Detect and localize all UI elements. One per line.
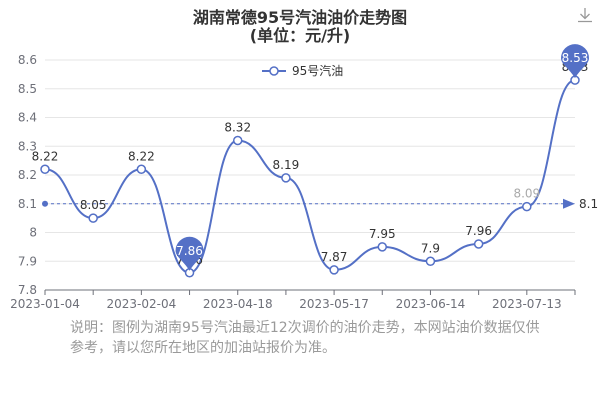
data-label: 8.22 [32,149,59,163]
legend-label: 95号汽油 [292,63,343,78]
chart-note: 说明：图例为湖南95号汽油最近12次调价的油价走势，本网站油价数据仅供参考，请以… [70,320,540,356]
data-point [40,164,50,174]
data-label: 8.09 [513,187,540,201]
series-line [44,79,576,274]
x-tick-label: 2023-06-14 [396,297,466,311]
data-point [329,265,339,275]
max-marker-label: 8.53 [562,51,589,65]
data-point [232,135,243,146]
y-tick-label: 8.2 [18,168,37,182]
data-label: 7.95 [369,227,396,241]
data-point [88,213,98,223]
data-point [136,164,147,174]
y-tick-label: 8.5 [18,82,37,96]
data-label: 7.87 [321,250,348,264]
legend-marker [269,66,279,76]
data-point [281,173,291,183]
data-label: 8.22 [128,149,155,163]
min-marker-label: 7.86 [176,244,203,258]
data-label: 8.32 [224,121,251,135]
x-tick-label: 2023-05-17 [299,297,369,311]
data-label: 7.96 [465,224,492,238]
min-marker [175,236,204,271]
x-tick-label: 2023-04-18 [203,297,273,311]
data-label: 8.05 [80,198,107,212]
y-tick-label: 8.6 [18,53,37,67]
data-point [522,201,532,212]
x-tick-label: 2023-07-13 [492,297,562,311]
max-marker [561,44,589,79]
data-point [425,256,436,266]
data-point [377,242,388,252]
chart-subtitle: (单位：元/升) [249,26,351,45]
data-point [473,239,484,249]
y-tick-label: 8 [29,226,37,240]
y-tick-label: 8.1 [18,197,37,211]
x-tick-label: 2023-01-04 [10,297,80,311]
average-line-arrow [563,198,575,209]
y-tick-label: 8.3 [18,139,37,153]
chart-title: 湖南常德95号汽油油价走势图 [192,8,408,27]
y-tick-label: 8.4 [18,111,37,125]
data-label: 8.19 [273,158,300,172]
y-tick-label: 7.9 [18,254,37,268]
data-label: 7.9 [421,241,440,255]
average-line-label: 8.1 [579,197,598,211]
download-icon[interactable] [576,6,594,24]
average-line-start [42,200,48,207]
x-tick-label: 2023-02-04 [106,297,176,311]
y-tick-label: 7.8 [18,283,37,297]
